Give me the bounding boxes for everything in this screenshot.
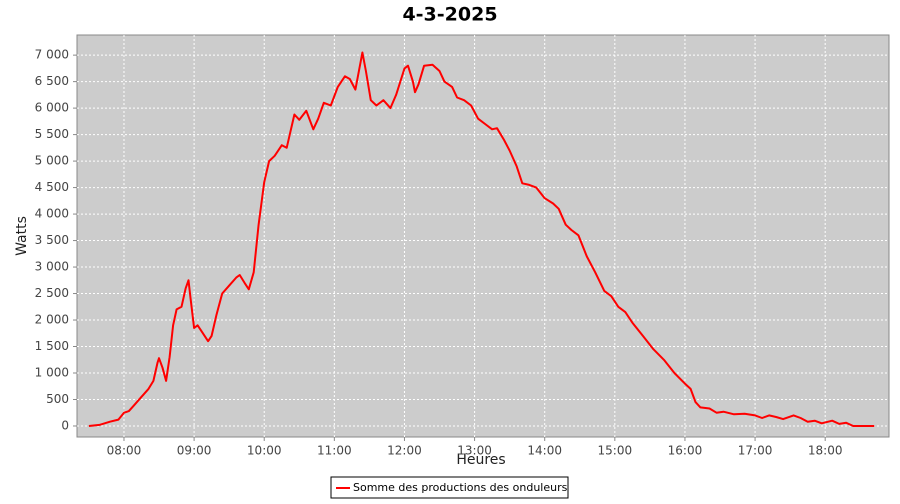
chart-title: 4-3-2025 (402, 4, 497, 26)
y-tick-label: 7 000 (35, 48, 69, 62)
x-tick-label: 09:00 (177, 444, 212, 458)
legend-box (330, 476, 569, 499)
y-tick-label: 6 000 (35, 101, 69, 115)
x-tick-label: 08:00 (107, 444, 142, 458)
x-tick-label: 11:00 (317, 444, 352, 458)
legend-label: Somme des productions des onduleurs (353, 481, 568, 494)
y-tick-label: 2 500 (35, 286, 69, 300)
plot-area (76, 34, 890, 438)
x-tick-label: 12:00 (387, 444, 422, 458)
y-tick-label: 5 500 (35, 127, 69, 141)
x-tick-label: 17:00 (738, 444, 773, 458)
x-tick-label: 16:00 (668, 444, 703, 458)
x-tick-label: 13:00 (457, 444, 492, 458)
y-tick-label: 1 000 (35, 366, 69, 380)
y-tick-label: 1 500 (35, 339, 69, 353)
y-tick-label: 3 000 (35, 260, 69, 274)
y-tick-label: 500 (46, 392, 69, 406)
y-tick-label: 6 500 (35, 74, 69, 88)
x-tick-label: 15:00 (598, 444, 633, 458)
x-tick-label: 18:00 (808, 444, 843, 458)
x-tick-label: 14:00 (527, 444, 562, 458)
y-tick-label: 4 500 (35, 180, 69, 194)
y-tick-label: 4 000 (35, 207, 69, 221)
y-tick-label: 5 000 (35, 154, 69, 168)
x-tick-label: 10:00 (247, 444, 282, 458)
y-tick-label: 3 500 (35, 233, 69, 247)
x-axis-label: Heures (456, 452, 505, 468)
y-tick-label: 0 (61, 418, 69, 432)
y-axis-label: Watts (14, 216, 30, 256)
series-line (88, 51, 875, 427)
y-tick-label: 2 000 (35, 313, 69, 327)
